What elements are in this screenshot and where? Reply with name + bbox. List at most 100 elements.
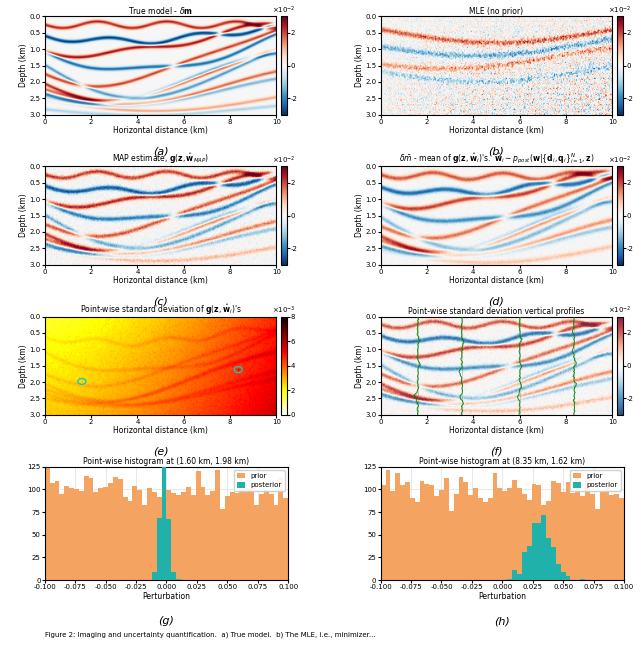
Bar: [132, 486, 137, 580]
Bar: [220, 509, 225, 580]
Bar: [541, 515, 546, 580]
Bar: [88, 477, 93, 580]
Bar: [546, 501, 551, 580]
X-axis label: Horizontal distance (km): Horizontal distance (km): [113, 277, 208, 285]
Bar: [390, 491, 396, 580]
Y-axis label: Depth (km): Depth (km): [355, 194, 364, 237]
Y-axis label: Depth (km): Depth (km): [19, 194, 28, 237]
Bar: [166, 490, 172, 580]
Bar: [249, 487, 254, 580]
Bar: [410, 498, 415, 580]
Bar: [536, 523, 541, 580]
Text: (a): (a): [153, 146, 168, 156]
Bar: [463, 482, 468, 580]
Bar: [512, 480, 517, 580]
Title: $\times10^{-2}$: $\times10^{-2}$: [608, 155, 632, 166]
Bar: [176, 495, 181, 580]
Bar: [225, 496, 230, 580]
Bar: [580, 579, 585, 580]
Bar: [497, 487, 502, 580]
Bar: [396, 473, 400, 580]
Bar: [166, 519, 172, 580]
Bar: [381, 485, 385, 580]
Bar: [69, 487, 74, 580]
X-axis label: Horizontal distance (km): Horizontal distance (km): [449, 426, 544, 436]
Bar: [424, 484, 429, 580]
X-axis label: Horizontal distance (km): Horizontal distance (km): [113, 126, 208, 135]
Bar: [157, 519, 162, 580]
Bar: [502, 491, 507, 580]
Bar: [278, 477, 284, 580]
Bar: [517, 574, 522, 580]
Bar: [244, 487, 249, 580]
Bar: [468, 495, 473, 580]
Bar: [147, 489, 152, 580]
Legend: prior, posterior: prior, posterior: [570, 470, 621, 491]
Title: $\times10^{-2}$: $\times10^{-2}$: [608, 305, 632, 317]
Bar: [152, 492, 157, 580]
Title: $\times10^{-3}$: $\times10^{-3}$: [272, 305, 296, 317]
Bar: [541, 505, 546, 580]
Bar: [181, 492, 186, 580]
Bar: [93, 492, 99, 580]
Bar: [79, 491, 84, 580]
Bar: [473, 487, 478, 580]
Bar: [600, 492, 605, 580]
Bar: [566, 482, 570, 580]
X-axis label: Perturbation: Perturbation: [143, 592, 191, 600]
Bar: [556, 483, 561, 580]
Bar: [429, 485, 434, 580]
Text: (d): (d): [488, 296, 504, 306]
Bar: [211, 491, 215, 580]
Bar: [137, 490, 142, 580]
Bar: [449, 511, 454, 580]
Bar: [118, 479, 123, 580]
Bar: [273, 505, 278, 580]
Title: Point-wise standard deviation vertical profiles: Point-wise standard deviation vertical p…: [408, 307, 584, 316]
Title: MAP estimate, $\mathbf{g}(\mathbf{z}, \hat{\mathbf{w}}_{MAP})$: MAP estimate, $\mathbf{g}(\mathbf{z}, \h…: [112, 152, 209, 166]
Bar: [264, 490, 269, 580]
Bar: [614, 494, 619, 580]
Bar: [575, 475, 580, 580]
Bar: [434, 496, 439, 580]
Bar: [191, 495, 196, 580]
Bar: [561, 572, 566, 580]
Bar: [405, 482, 410, 580]
Title: Point-wise standard deviation of $\mathbf{g}(\mathbf{z}, \hat{\mathbf{w}}_i)$'s: Point-wise standard deviation of $\mathb…: [80, 302, 241, 317]
X-axis label: Horizontal distance (km): Horizontal distance (km): [449, 126, 544, 135]
Bar: [157, 498, 162, 580]
Bar: [108, 483, 113, 580]
Bar: [172, 572, 176, 580]
Title: Point-wise histogram at (1.60 km, 1.98 km): Point-wise histogram at (1.60 km, 1.98 k…: [83, 457, 250, 466]
Bar: [239, 489, 244, 580]
Text: (g): (g): [159, 616, 175, 627]
Bar: [527, 500, 532, 580]
Y-axis label: Depth (km): Depth (km): [19, 344, 28, 388]
Bar: [230, 492, 235, 580]
Title: $\times10^{-2}$: $\times10^{-2}$: [272, 5, 296, 16]
Y-axis label: Depth (km): Depth (km): [355, 44, 364, 88]
Bar: [415, 502, 420, 580]
Bar: [458, 477, 463, 580]
Bar: [444, 477, 449, 580]
Bar: [595, 509, 600, 580]
Bar: [400, 485, 405, 580]
Bar: [609, 495, 614, 580]
Bar: [113, 477, 118, 580]
Bar: [522, 494, 527, 580]
Bar: [172, 493, 176, 580]
Bar: [420, 481, 424, 580]
Bar: [176, 579, 181, 580]
Bar: [507, 579, 512, 580]
Bar: [215, 470, 220, 580]
Bar: [522, 552, 527, 580]
Y-axis label: Depth (km): Depth (km): [355, 344, 364, 388]
Bar: [103, 487, 108, 580]
Bar: [546, 538, 551, 580]
Title: $\times10^{-2}$: $\times10^{-2}$: [608, 5, 632, 16]
Bar: [551, 481, 556, 580]
Bar: [385, 470, 390, 580]
Bar: [162, 489, 166, 580]
Bar: [507, 487, 512, 580]
Bar: [60, 494, 64, 580]
